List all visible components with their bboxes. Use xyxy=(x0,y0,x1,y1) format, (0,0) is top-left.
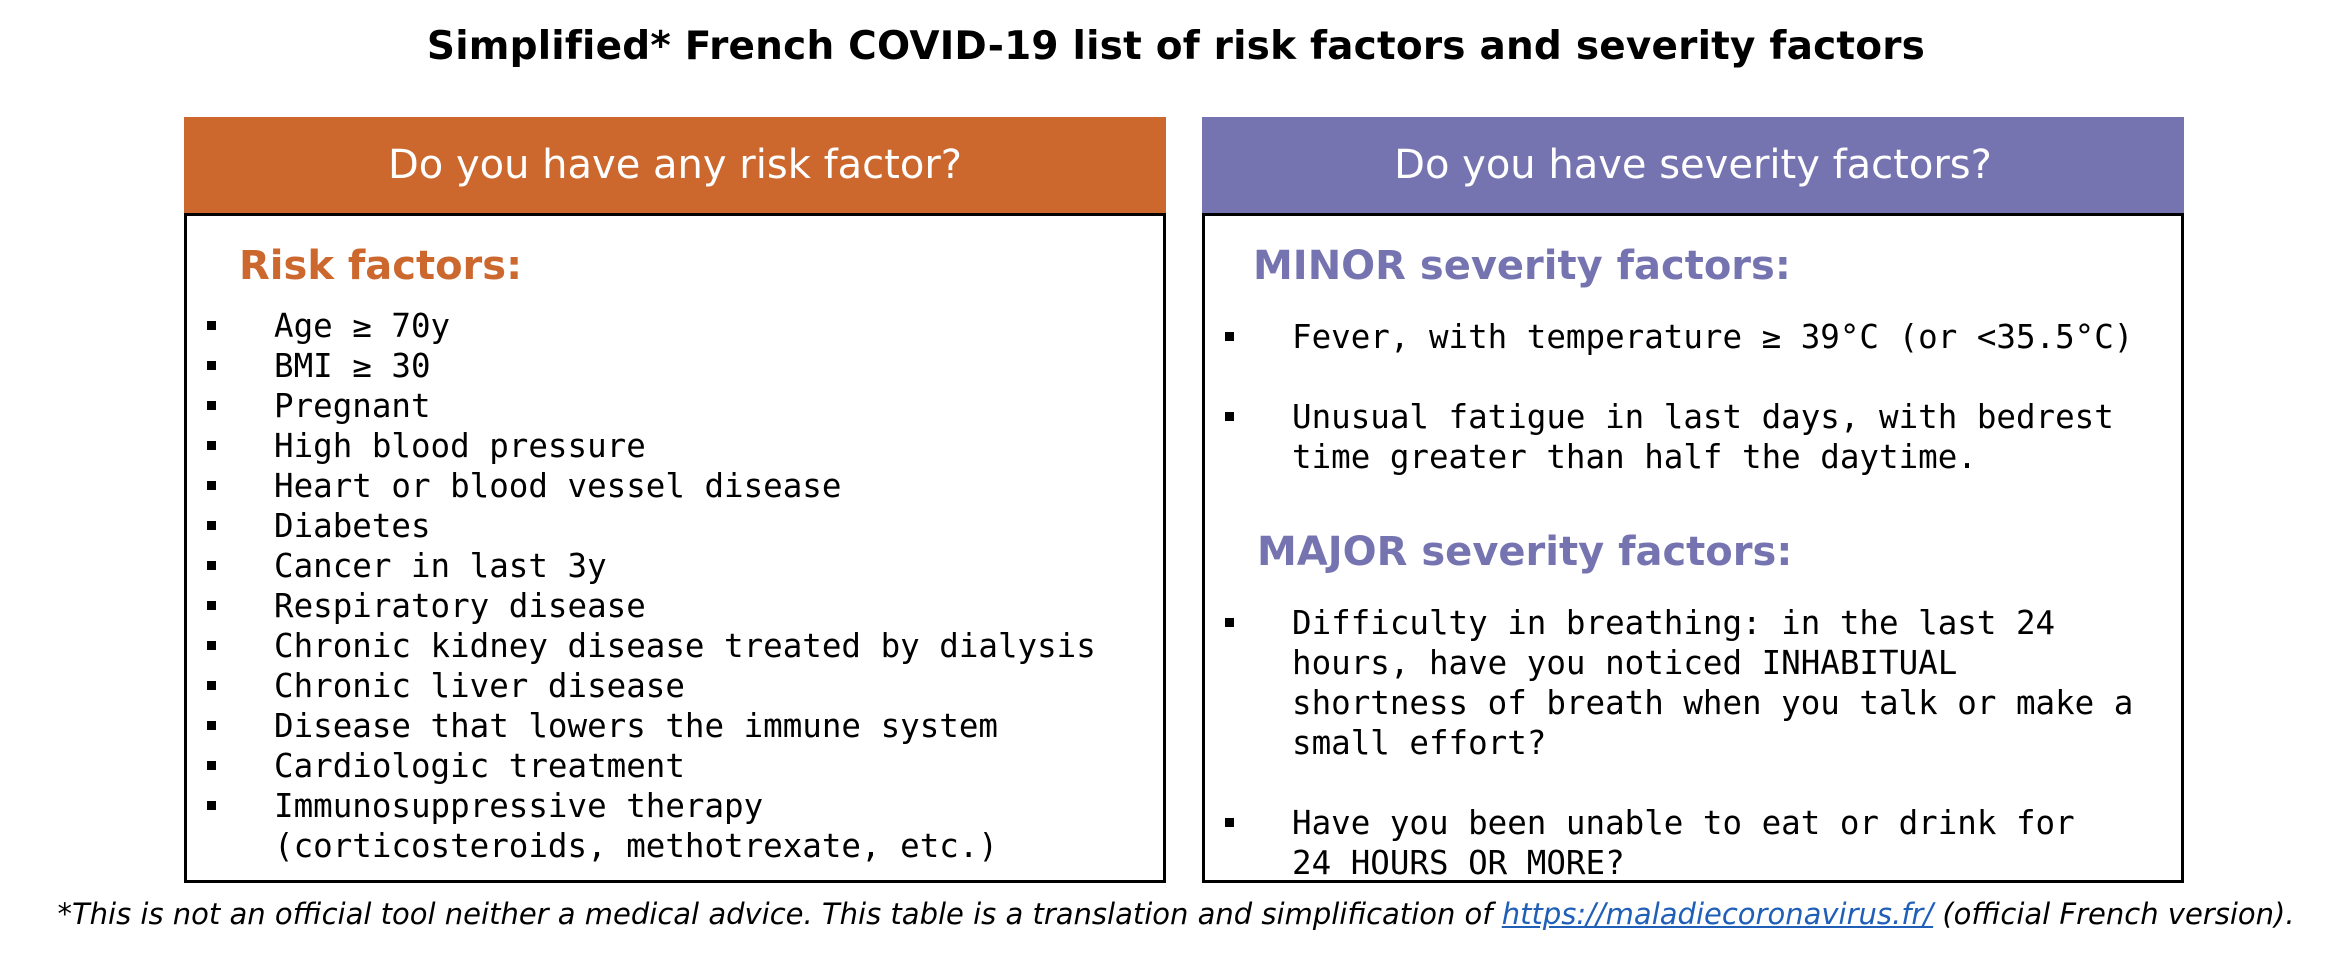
list-item: Respiratory disease xyxy=(187,586,1147,626)
severity-panel-body: MINOR severity factors: Fever, with temp… xyxy=(1202,213,2184,883)
list-item: High blood pressure xyxy=(187,426,1147,466)
footnote-text-end: (official French version). xyxy=(1933,897,2295,931)
list-item: Chronic liver disease xyxy=(187,666,1147,706)
list-item: Have you been unable to eat or drink for… xyxy=(1205,803,2132,883)
list-item: Chronic kidney disease treated by dialys… xyxy=(187,626,1147,666)
list-item: Difficulty in breathing: in the last 24 … xyxy=(1205,603,2152,763)
risk-panel-body: Risk factors: Age ≥ 70y BMI ≥ 30 Pregnan… xyxy=(184,213,1166,883)
list-item: Immunosuppressive therapy (corticosteroi… xyxy=(187,786,1054,866)
list-item: Fever, with temperature ≥ 39°C (or <35.5… xyxy=(1205,317,2165,357)
list-item: Pregnant xyxy=(187,386,1147,426)
footnote: *This is not an official tool neither a … xyxy=(0,897,2352,931)
footnote-text: *This is not an official tool neither a … xyxy=(57,897,1502,931)
list-item: Age ≥ 70y xyxy=(187,306,1147,346)
minor-severity-list: Fever, with temperature ≥ 39°C (or <35.5… xyxy=(1205,317,2165,477)
severity-factor-panel: Do you have severity factors? MINOR seve… xyxy=(1202,117,2184,883)
source-link[interactable]: https://maladiecoronavirus.fr/ xyxy=(1501,897,1934,931)
list-item: Cancer in last 3y xyxy=(187,546,1147,586)
major-severity-list: Difficulty in breathing: in the last 24 … xyxy=(1205,603,2165,883)
list-item: Disease that lowers the immune system xyxy=(187,706,1147,746)
risk-factors-list: Age ≥ 70y BMI ≥ 30 Pregnant High blood p… xyxy=(187,306,1147,866)
list-item: Unusual fatigue in last days, with bedre… xyxy=(1205,397,2152,477)
list-item: Heart or blood vessel disease xyxy=(187,466,1147,506)
risk-panel-header: Do you have any risk factor? xyxy=(184,117,1166,213)
list-item: Cardiologic treatment xyxy=(187,746,1147,786)
risk-factors-title: Risk factors: xyxy=(239,243,523,289)
risk-factor-panel: Do you have any risk factor? Risk factor… xyxy=(184,117,1166,883)
list-item: BMI ≥ 30 xyxy=(187,346,1147,386)
page-title: Simplified* French COVID-19 list of risk… xyxy=(426,24,1926,69)
minor-severity-title: MINOR severity factors: xyxy=(1253,243,1791,289)
severity-panel-header: Do you have severity factors? xyxy=(1202,117,2184,213)
major-severity-title: MAJOR severity factors: xyxy=(1257,529,1793,575)
list-item: Diabetes xyxy=(187,506,1147,546)
